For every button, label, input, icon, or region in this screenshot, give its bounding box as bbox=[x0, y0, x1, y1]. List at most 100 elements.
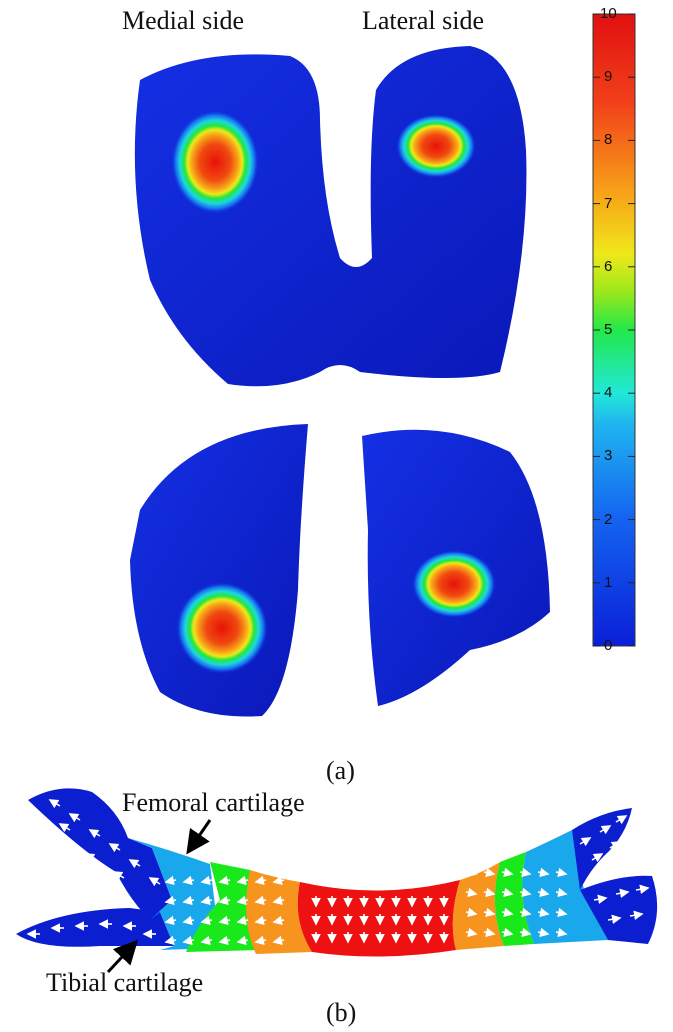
flow-arrow bbox=[272, 875, 285, 886]
flow-arrow bbox=[182, 895, 195, 906]
flow-arrow bbox=[591, 853, 604, 863]
flow-arrow bbox=[519, 927, 532, 938]
flow-arrow bbox=[615, 815, 628, 825]
band-dark-blue-left-upper bbox=[28, 788, 172, 920]
colorbar-tick-label: 9 bbox=[604, 68, 613, 86]
colorbar-tick-label: 2 bbox=[604, 510, 613, 528]
flow-arrow bbox=[483, 907, 496, 918]
flow-arrow bbox=[200, 935, 213, 946]
flow-arrow bbox=[465, 887, 478, 898]
flow-arrow bbox=[108, 843, 121, 853]
colorbar-tick-label: 10 bbox=[600, 5, 617, 22]
flow-arrow bbox=[501, 927, 514, 938]
flow-arrow bbox=[254, 915, 267, 926]
flow-arrow bbox=[537, 867, 550, 878]
colorbar-ticks bbox=[593, 13, 635, 647]
femoral-pointer-arrow bbox=[186, 819, 212, 855]
flow-arrow bbox=[555, 907, 568, 918]
flow-arrow bbox=[501, 867, 514, 878]
tibial-pointer-arrow bbox=[106, 939, 139, 974]
flow-arrow bbox=[579, 837, 592, 847]
flow-arrow bbox=[615, 888, 630, 899]
flow-arrow bbox=[200, 875, 213, 886]
lateral-femoral-hotspot bbox=[396, 114, 476, 178]
flow-arrow bbox=[182, 915, 195, 926]
colorbar-tick-label: 7 bbox=[604, 194, 613, 212]
colorbar-tick-label: 3 bbox=[604, 447, 613, 465]
flow-arrow bbox=[483, 887, 496, 898]
flow-arrow bbox=[555, 867, 568, 878]
flow-arrow bbox=[609, 841, 622, 851]
flow-arrow bbox=[236, 895, 249, 906]
flow-arrow bbox=[483, 927, 496, 938]
flow-arrow bbox=[465, 867, 478, 878]
colorbar-tick-label: 0 bbox=[604, 637, 613, 654]
panel-a-label: (a) bbox=[326, 756, 355, 785]
flow-arrow bbox=[593, 894, 608, 905]
flow-arrow bbox=[48, 799, 61, 809]
flow-arrow bbox=[218, 935, 231, 946]
flow-arrow bbox=[254, 935, 267, 946]
flow-arrow bbox=[182, 875, 195, 886]
flow-arrow bbox=[519, 887, 532, 898]
cross-section-diagram bbox=[16, 788, 658, 957]
flow-arrow bbox=[218, 915, 231, 926]
femoral-cartilage-label: Femoral cartilage bbox=[122, 788, 305, 817]
flow-arrow bbox=[519, 907, 532, 918]
flow-arrow bbox=[200, 895, 213, 906]
flow-arrow bbox=[537, 907, 550, 918]
flow-arrow bbox=[599, 825, 612, 835]
colorbar-tick-label: 6 bbox=[604, 257, 613, 275]
flow-arrow bbox=[501, 887, 514, 898]
flow-arrow bbox=[635, 884, 650, 895]
flow-arrow bbox=[272, 915, 285, 926]
lateral-tibial-surface bbox=[362, 429, 550, 706]
flow-arrow bbox=[164, 875, 177, 886]
flow-arrow bbox=[182, 935, 195, 946]
flow-arrow bbox=[254, 895, 267, 906]
flow-arrow bbox=[483, 867, 496, 878]
band-dark-blue-right-lower bbox=[580, 875, 658, 944]
flow-arrow bbox=[254, 875, 267, 886]
band-dark-blue-right-upper bbox=[572, 808, 632, 890]
medial-femoral-hotspot bbox=[171, 110, 259, 214]
flow-arrow bbox=[537, 887, 550, 898]
colorbar-tick-label: 1 bbox=[604, 573, 613, 591]
flow-arrow bbox=[607, 914, 622, 925]
lateral-tibial-hotspot bbox=[412, 550, 496, 618]
flow-arrow bbox=[465, 907, 478, 918]
flow-arrow bbox=[128, 859, 141, 869]
flow-arrow bbox=[218, 875, 231, 886]
flow-arrow bbox=[629, 910, 644, 921]
femoral-cartilage-surface bbox=[134, 46, 527, 387]
band-dark-blue-left-lower bbox=[16, 908, 174, 947]
flow-arrow bbox=[68, 813, 81, 823]
colorbar-tick-label: 8 bbox=[604, 131, 613, 149]
flow-arrow bbox=[164, 935, 177, 946]
flow-arrow bbox=[164, 895, 177, 906]
colorbar-tick-label: 5 bbox=[604, 321, 613, 338]
flow-arrow bbox=[501, 907, 514, 918]
lateral-side-label: Lateral side bbox=[362, 6, 484, 35]
panel-b-label: (b) bbox=[326, 998, 357, 1027]
flow-arrows bbox=[26, 799, 650, 946]
band-orange-left bbox=[246, 870, 312, 954]
flow-arrow bbox=[519, 867, 532, 878]
colorbar bbox=[592, 13, 636, 647]
tibial-cartilage-label: Tibial cartilage bbox=[46, 968, 204, 997]
flow-arrow bbox=[236, 935, 249, 946]
flow-arrow bbox=[148, 877, 161, 887]
flow-arrow bbox=[555, 927, 568, 938]
flow-arrow bbox=[88, 829, 101, 839]
flow-arrow bbox=[272, 895, 285, 906]
band-red-center bbox=[297, 880, 460, 957]
medial-tibial-surface bbox=[130, 424, 308, 717]
band-light-blue-left bbox=[128, 838, 220, 950]
medial-tibial-hotspot bbox=[176, 582, 268, 674]
flow-arrow bbox=[236, 875, 249, 886]
flow-arrow bbox=[218, 895, 231, 906]
flow-arrow bbox=[84, 853, 97, 863]
flow-arrow bbox=[200, 915, 213, 926]
flow-arrow bbox=[272, 935, 285, 946]
